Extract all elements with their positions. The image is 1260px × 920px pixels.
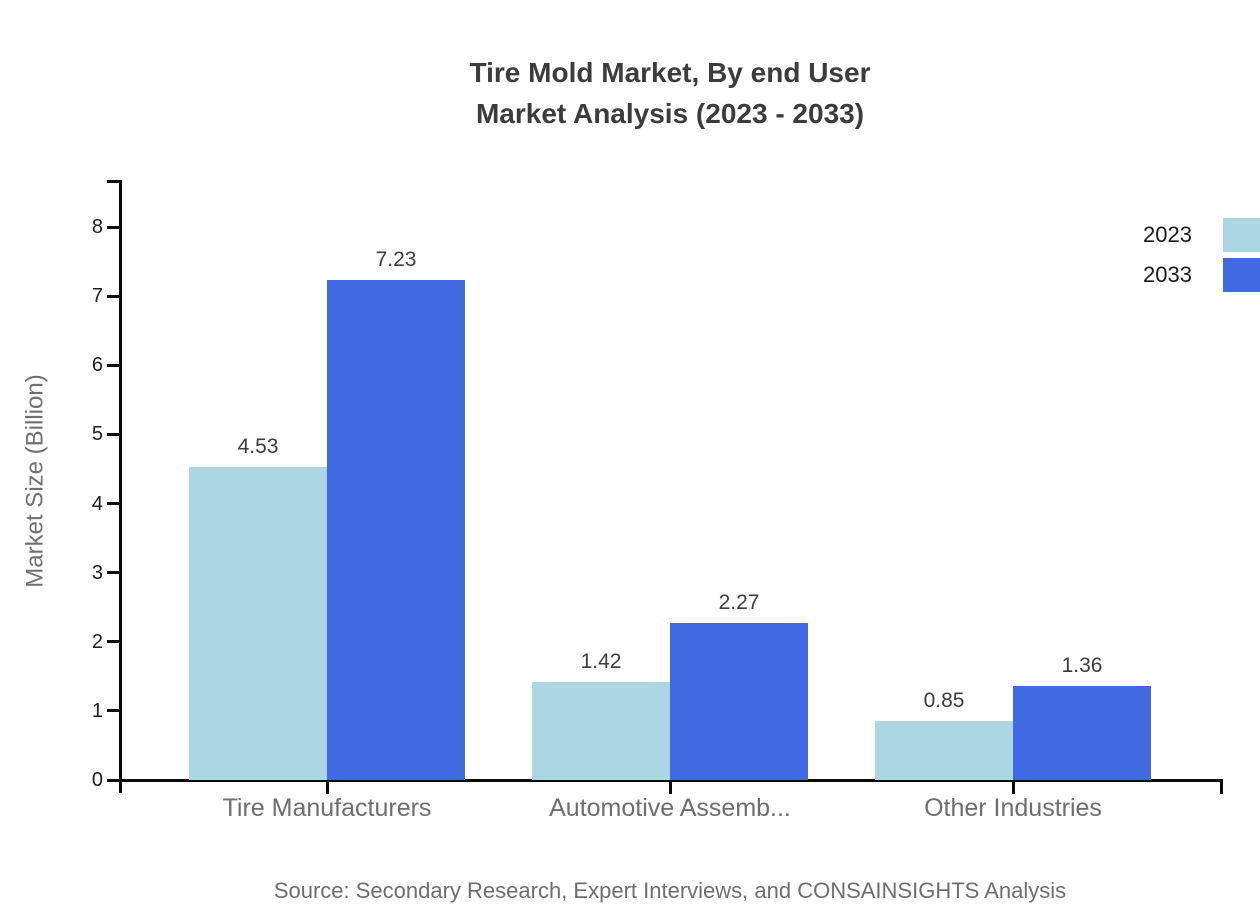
y-tick-3 [107, 571, 120, 575]
source-note: Source: Secondary Research, Expert Inter… [273, 878, 1067, 903]
chart-title: Tire Mold Market, By end User Market Ana… [80, 52, 1260, 134]
value-label-2023-0: 4.53 [237, 435, 279, 458]
bar-2023-2 [875, 721, 1013, 780]
y-tick-8 [107, 225, 120, 229]
legend-swatch-2023 [1223, 218, 1260, 252]
y-tick-7 [107, 294, 120, 298]
category-label-0: Tire Manufacturers [222, 794, 432, 822]
value-label-2033-0: 7.23 [375, 248, 417, 271]
y-tick-label-8: 8 [91, 216, 103, 239]
value-label-2023-2: 0.85 [923, 689, 965, 712]
y-tick-5 [107, 432, 120, 436]
x-tick-1 [668, 782, 672, 794]
chart-title-line1: Tire Mold Market, By end User [469, 57, 871, 88]
y-tick-label-6: 6 [91, 354, 103, 377]
category-label-1: Automotive Assemb... [549, 794, 791, 822]
y-tick-label-5: 5 [91, 423, 103, 446]
legend-item-2033: 2033 [1132, 258, 1260, 292]
y-tick-label-4: 4 [91, 492, 103, 515]
category-label-2: Other Industries [924, 794, 1102, 822]
y-tick-label-1: 1 [91, 699, 103, 722]
bar-2033-0 [327, 280, 465, 780]
y-tick-label-7: 7 [91, 285, 103, 308]
y-tick-2 [107, 640, 120, 644]
value-label-2033-1: 2.27 [718, 591, 760, 614]
bar-2033-1 [670, 623, 808, 780]
bar-2023-0 [189, 467, 327, 780]
bar-2023-1 [532, 682, 670, 780]
legend-item-2023: 2023 [1132, 218, 1260, 252]
x-axis-line [119, 779, 1223, 782]
y-tick-label-0: 0 [91, 769, 103, 791]
legend-label-2023: 2023 [1143, 222, 1192, 247]
value-label-2023-1: 1.42 [580, 650, 622, 673]
legend-label-2033: 2033 [1143, 262, 1192, 287]
x-axis-end-cap [1219, 782, 1223, 794]
chart-title-line2: Market Analysis (2023 - 2033) [475, 98, 865, 129]
bar-2033-2 [1013, 686, 1151, 780]
legend-swatch-2033 [1223, 258, 1260, 292]
legend: 2023 2033 [1132, 218, 1260, 292]
y-tick-label-3: 3 [91, 561, 103, 584]
y-tick-label-2: 2 [91, 630, 103, 653]
y-tick-4 [107, 502, 120, 506]
value-label-2033-2: 1.36 [1061, 654, 1103, 677]
y-tick-1 [107, 709, 120, 713]
y-tick-0 [107, 778, 120, 782]
x-tick-0 [325, 782, 329, 794]
y-tick-6 [107, 363, 120, 367]
x-tick-2 [1011, 782, 1015, 794]
y-axis-line [119, 180, 122, 793]
y-axis-top-cap [107, 180, 121, 183]
